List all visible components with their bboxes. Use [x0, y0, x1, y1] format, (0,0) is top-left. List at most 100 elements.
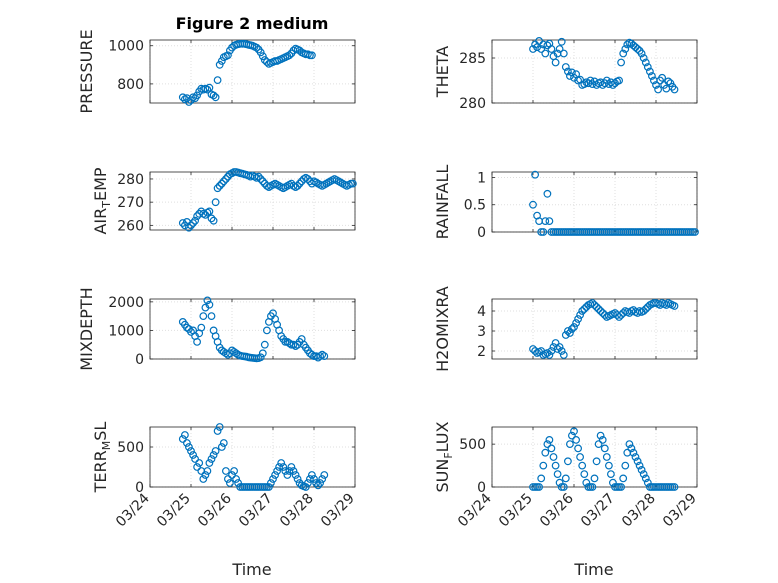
data-point [639, 307, 648, 315]
data-point [582, 478, 591, 487]
data-point [609, 478, 617, 487]
data-point [691, 228, 699, 236]
data-point [594, 305, 603, 313]
data-point [541, 49, 550, 58]
data-point [639, 470, 648, 479]
data-point [537, 474, 546, 483]
axes-box [149, 39, 356, 104]
data-point [178, 93, 187, 102]
data-point [287, 463, 296, 471]
data-point [592, 303, 601, 311]
data-point [203, 467, 212, 475]
data-point [189, 219, 198, 227]
y-tick-label: 0 [477, 225, 486, 241]
data-point [619, 474, 628, 483]
data-point [265, 483, 273, 491]
y-tick-label: 270 [117, 195, 144, 211]
data-point [545, 217, 554, 226]
data-point [320, 352, 329, 361]
y-tick-label: 280 [459, 96, 486, 112]
data-point [193, 338, 202, 346]
data-point [189, 451, 198, 459]
data-point [549, 453, 558, 461]
data-point [203, 296, 212, 305]
data-point [592, 457, 601, 466]
data-point [537, 45, 546, 53]
axes-box [491, 426, 698, 488]
data-point [260, 483, 269, 491]
data-point [551, 58, 560, 67]
data-point [308, 350, 316, 359]
data-point [557, 483, 566, 491]
data-point [178, 435, 187, 443]
data-point [232, 475, 241, 483]
axes-box [149, 298, 356, 360]
y-tick-label: 0.5 [464, 198, 486, 214]
data-point [561, 474, 570, 483]
data-point [199, 312, 208, 321]
data-point [580, 80, 589, 88]
data-point [629, 448, 638, 457]
data-point [559, 483, 568, 491]
y-tick-label: 2 [477, 344, 486, 360]
data-point [301, 483, 310, 491]
data-point [205, 207, 214, 216]
data-point [635, 461, 644, 470]
data-point [580, 305, 589, 313]
data-point [215, 60, 224, 69]
data-point [187, 447, 195, 455]
data-point [228, 471, 236, 479]
data-point [217, 179, 226, 188]
data-point [252, 43, 261, 52]
y-tick-label: 1 [477, 170, 486, 186]
data-point [639, 54, 648, 62]
data-point [211, 93, 220, 102]
data-point [260, 340, 269, 349]
data-point [617, 58, 625, 67]
data-point [570, 427, 578, 436]
data-point [648, 72, 656, 80]
data-point [529, 45, 537, 53]
data-point [547, 444, 556, 453]
data-point [561, 331, 570, 339]
x-axis-label-right: Time [573, 560, 613, 579]
axes-box [491, 39, 698, 104]
data-point [641, 58, 650, 67]
data-point [180, 431, 189, 439]
data-point [668, 483, 677, 491]
data-point [621, 461, 630, 470]
data-point [316, 352, 325, 361]
data-point [285, 51, 294, 60]
data-point [193, 91, 202, 100]
data-point [578, 461, 587, 470]
data-point [539, 228, 548, 236]
data-point [631, 453, 640, 461]
data-point [654, 85, 662, 94]
data-point [289, 467, 298, 475]
x-axis-label-left: Time [231, 560, 271, 579]
data-point [184, 98, 193, 106]
data-point [557, 347, 566, 355]
data-point [689, 228, 697, 236]
data-point [215, 181, 224, 190]
data-point [254, 172, 263, 181]
data-point [529, 345, 537, 353]
data-point [541, 448, 550, 457]
data-point [209, 451, 218, 459]
data-point [306, 475, 314, 483]
data-point [285, 467, 294, 475]
data-point [670, 85, 679, 94]
data-point [178, 219, 187, 227]
data-point [531, 170, 539, 179]
data-point [217, 443, 226, 451]
data-point [203, 85, 212, 94]
data-point [652, 81, 660, 89]
data-point [615, 313, 623, 321]
data-point [291, 342, 300, 351]
data-point [539, 461, 548, 470]
data-point [267, 479, 275, 487]
data-point [191, 216, 200, 225]
data-point [263, 326, 271, 335]
data-point [572, 436, 580, 444]
